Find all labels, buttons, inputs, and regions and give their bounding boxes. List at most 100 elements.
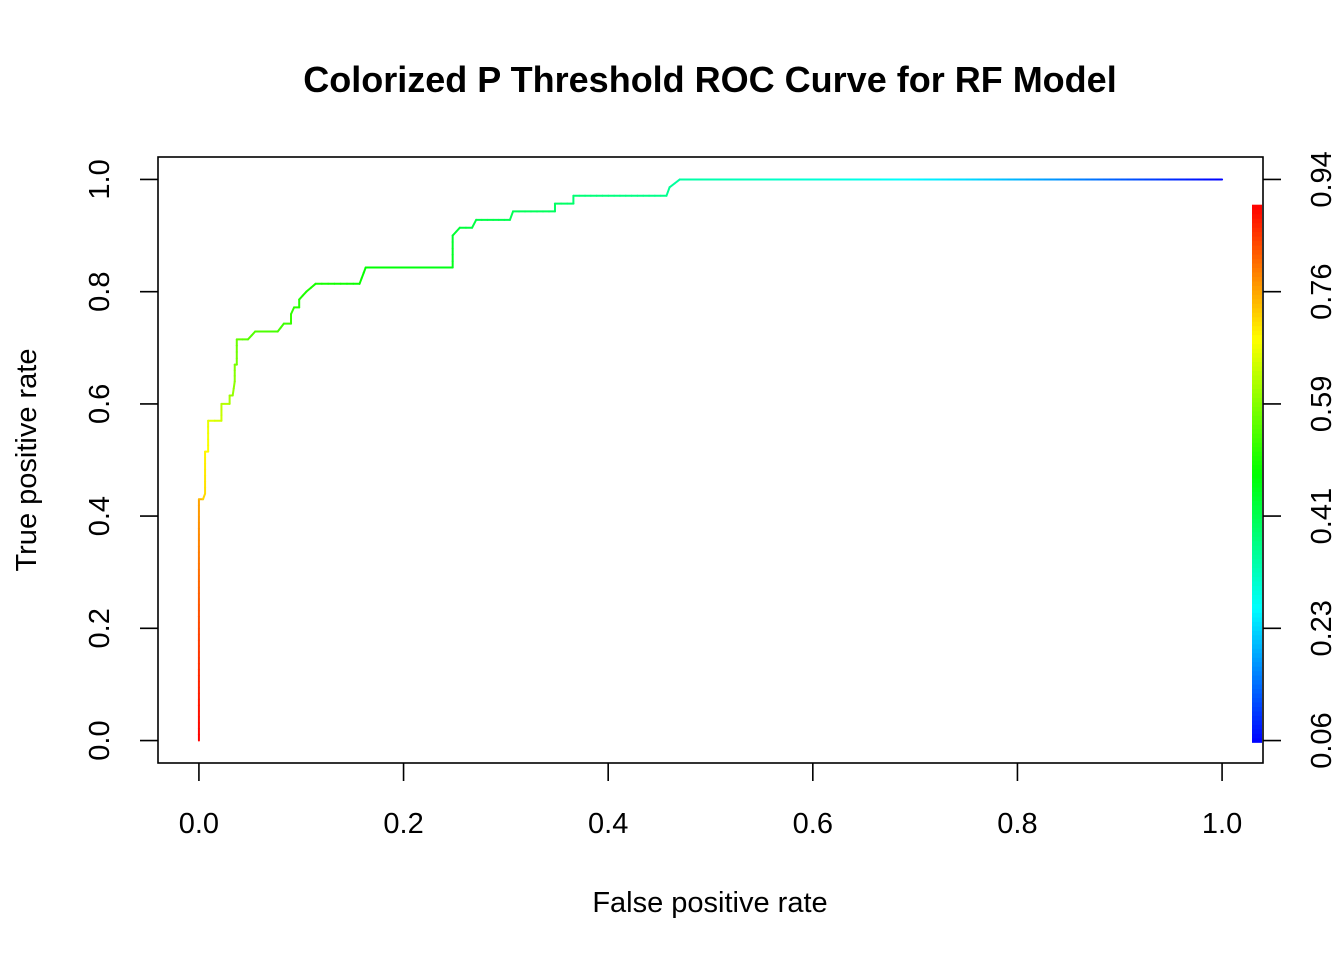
colorbar-swatch: [1252, 316, 1262, 322]
colorbar-swatch: [1252, 554, 1262, 560]
colorbar-swatch: [1252, 639, 1262, 645]
colorbar-swatch: [1252, 491, 1262, 497]
colorbar-swatch: [1252, 545, 1262, 551]
colorbar-swatch: [1252, 634, 1262, 640]
colorbar-swatch: [1252, 603, 1262, 609]
colorbar-swatch: [1252, 446, 1262, 452]
colorbar-swatch: [1252, 352, 1262, 358]
roc-curve-segment: [231, 387, 235, 397]
colorbar-swatch: [1252, 692, 1262, 699]
x-tick-label: 0.4: [588, 808, 628, 840]
colorbar-swatch: [1252, 473, 1262, 479]
colorbar-swatch: [1252, 361, 1262, 367]
colorbar-swatch: [1252, 464, 1262, 470]
colorbar-swatch: [1252, 607, 1262, 613]
colorbar-swatch: [1252, 477, 1262, 484]
y-tick-label: 1.0: [84, 159, 116, 199]
colorbar-swatch: [1252, 679, 1262, 685]
colorbar-swatch: [1252, 383, 1262, 389]
colorbar-swatch: [1252, 406, 1262, 412]
colorbar-swatch: [1252, 330, 1262, 336]
colorbar-swatch: [1252, 249, 1262, 255]
colorbar-swatch: [1252, 733, 1262, 739]
colorbar-swatch: [1252, 737, 1262, 743]
colorbar-swatch: [1252, 325, 1262, 331]
colorbar-swatch: [1252, 531, 1262, 537]
colorbar-swatch: [1252, 374, 1262, 380]
colorbar-swatch: [1252, 706, 1262, 712]
roc-curve-segment: [665, 186, 671, 197]
x-tick-label: 1.0: [1202, 808, 1242, 840]
colorbar-swatch: [1252, 258, 1262, 264]
colorbar-swatch: [1252, 298, 1262, 304]
colorbar-swatch: [1252, 410, 1262, 416]
colorbar-swatch: [1252, 688, 1262, 694]
colorbar-swatch: [1252, 289, 1262, 295]
colorbar-swatch: [1252, 648, 1262, 654]
colorbar-swatch: [1252, 482, 1262, 488]
colorbar-swatch: [1252, 262, 1262, 269]
y-tick-label: 0.4: [84, 496, 116, 536]
colorbar-swatch: [1252, 612, 1262, 618]
colorbar-swatch: [1252, 540, 1262, 546]
plot-area: [157, 156, 1264, 764]
colorbar-tick-label: 0.94: [1306, 151, 1338, 207]
colorbar-swatch: [1252, 280, 1262, 286]
colorbar-swatch: [1252, 684, 1262, 690]
y-tick-label: 0.8: [84, 272, 116, 312]
colorbar-swatch: [1252, 433, 1262, 439]
y-tick-label: 0.2: [84, 608, 116, 648]
colorbar-swatch: [1252, 576, 1262, 582]
y-axis: 0.0 0.2 0.4 0.6 0.8 1.0: [84, 159, 158, 761]
colorbar-tick-label: 0.59: [1306, 376, 1338, 432]
colorbar-swatch: [1252, 701, 1262, 708]
colorbar-swatch: [1252, 253, 1262, 260]
colorbar-swatch: [1252, 661, 1262, 667]
colorbar-swatch: [1252, 276, 1262, 282]
colorbar-swatch: [1252, 527, 1262, 533]
colorbar-swatch: [1252, 460, 1262, 466]
colorbar-swatch: [1252, 719, 1262, 725]
colorbar-swatch: [1252, 236, 1262, 242]
colorbar-swatch: [1252, 321, 1262, 327]
colorbar-swatch: [1252, 675, 1262, 681]
roc-curve-segment: [232, 380, 236, 390]
colorbar-swatch: [1252, 652, 1262, 658]
colorbar-swatch: [1252, 401, 1262, 407]
colorbar-swatch: [1252, 285, 1262, 291]
x-axis: 0.0 0.2 0.4 0.6 0.8 1.0: [179, 763, 1242, 840]
colorbar-swatch: [1252, 339, 1262, 345]
colorbar-swatch: [1252, 343, 1262, 349]
colorbar-swatch: [1252, 348, 1262, 354]
colorbar-swatch: [1252, 522, 1262, 528]
colorbar-swatch: [1252, 222, 1262, 228]
colorbar-swatch: [1252, 451, 1262, 457]
roc-curve: [197, 178, 1224, 742]
colorbar-swatch: [1252, 245, 1262, 251]
y-tick-label: 0.0: [84, 720, 116, 760]
colorbar-swatch: [1252, 585, 1262, 591]
colorbar-swatch: [1252, 231, 1262, 237]
colorbar-swatch: [1252, 379, 1262, 385]
colorbar-tick-label: 0.06: [1306, 712, 1338, 768]
colorbar-swatch: [1252, 504, 1262, 510]
colorbar-swatch: [1252, 204, 1262, 210]
colorbar-swatch: [1252, 424, 1262, 430]
roc-curve-segment: [290, 306, 296, 316]
colorbar-swatch: [1252, 724, 1262, 730]
colorbar-swatch: [1252, 213, 1262, 219]
x-axis-label: False positive rate: [592, 887, 827, 919]
colorbar-swatch: [1252, 670, 1262, 676]
x-tick-label: 0.6: [793, 808, 833, 840]
roc-curve-segment: [673, 178, 681, 185]
colorbar-swatch: [1252, 365, 1262, 372]
colorbar-swatch: [1252, 572, 1262, 578]
colorbar-swatch: [1252, 356, 1262, 363]
colorbar-swatch: [1252, 625, 1262, 631]
colorbar-tick-label: 0.76: [1306, 263, 1338, 319]
colorbar-swatch: [1252, 267, 1262, 273]
colorbar-swatch: [1252, 334, 1262, 340]
colorbar-swatch: [1252, 558, 1262, 564]
colorbar-tick-label: 0.23: [1306, 600, 1338, 656]
